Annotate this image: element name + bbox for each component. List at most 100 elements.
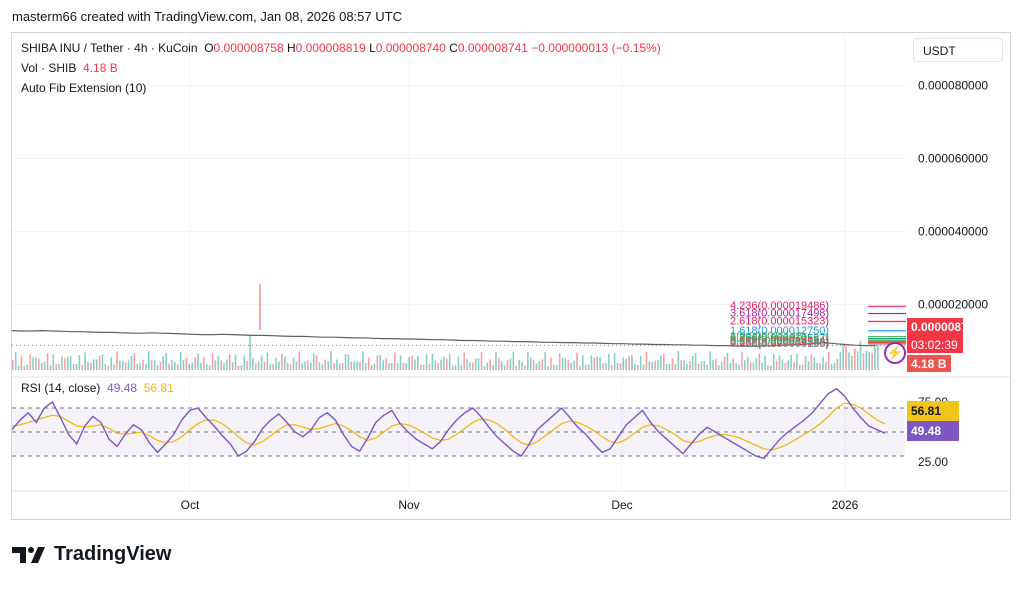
volume-bar: [171, 359, 173, 370]
volume-bar: [529, 357, 532, 370]
volume-bar: [813, 357, 816, 370]
volume-bar: [64, 358, 66, 370]
volume-bar: [396, 363, 399, 370]
volume-bar: [619, 363, 622, 370]
volume-bar: [680, 360, 682, 370]
volume-bar: [116, 351, 118, 370]
rsi-badge-value: 49.48: [911, 424, 942, 438]
fib-level-zone: [868, 312, 906, 316]
volume-bar: [127, 360, 130, 370]
volume-bar: [596, 357, 599, 370]
rsi-ma-line: [11, 402, 886, 451]
volume-bar: [804, 356, 807, 370]
volume-bar: [283, 356, 286, 370]
volume-bar: [593, 357, 596, 370]
volume-bar: [495, 352, 497, 370]
volume-bar: [211, 353, 214, 370]
volume-bar: [260, 355, 263, 370]
volume-bar: [20, 356, 23, 370]
volume-bar: [639, 356, 642, 370]
volume-bar: [746, 356, 749, 370]
volume-bar: [581, 355, 584, 370]
volume-bar: [767, 365, 769, 370]
volume-bar: [584, 364, 587, 370]
volume-bar: [506, 359, 509, 370]
volume-bar: [706, 364, 708, 370]
volume-bar: [665, 364, 668, 370]
volume-bar: [359, 362, 361, 370]
volume-bar: [107, 365, 110, 370]
volume-bar: [139, 362, 141, 370]
volume-bar: [434, 360, 437, 370]
volume-bar: [460, 364, 463, 370]
volume-bar: [440, 359, 442, 370]
volume-bar: [752, 362, 755, 370]
volume-bar: [775, 360, 778, 370]
volume-bar: [431, 353, 434, 370]
volume-bar: [72, 363, 75, 370]
volume-bar: [194, 357, 196, 370]
volume-label[interactable]: Vol · SHIB: [21, 61, 77, 75]
volume-bar: [437, 362, 439, 370]
volume-bar: [249, 334, 251, 370]
volume-bar: [622, 357, 625, 370]
volume-bar: [93, 359, 95, 370]
volume-bar: [367, 357, 370, 370]
volume-bar: [515, 365, 518, 370]
volume-bar: [608, 354, 610, 370]
volume-bar: [454, 365, 457, 370]
volume-bar: [162, 356, 165, 370]
fib-level-zone: [868, 341, 906, 345]
volume-bar: [347, 354, 350, 370]
volume-bar: [179, 351, 182, 370]
currency-button[interactable]: USDT: [913, 38, 1003, 62]
chart-credit: masterm66 created with TradingView.com, …: [12, 9, 402, 24]
time-axis-tick-label: Dec: [611, 498, 632, 512]
volume-bar: [364, 362, 367, 370]
volume-bar: [124, 362, 127, 370]
fib-level-zone: [868, 320, 906, 324]
volume-badge-value: 4.18 B: [911, 357, 947, 371]
volume-bar: [778, 355, 781, 370]
fib-level-zone: [868, 340, 906, 344]
fib-indicator-legend[interactable]: Auto Fib Extension (10): [21, 81, 146, 95]
volume-bar: [104, 364, 107, 370]
volume-bar: [66, 356, 69, 370]
fib-level-label: 4.236(0.000019486): [730, 300, 829, 312]
volume-bar: [524, 365, 526, 370]
volume-bar: [350, 361, 353, 370]
volume-bar: [75, 363, 78, 370]
volume-bar: [715, 358, 717, 370]
volume-bar: [573, 360, 575, 370]
volume-bar: [547, 365, 549, 370]
volume-bar: [703, 360, 706, 370]
volume-bar: [567, 360, 570, 370]
fib-level-zone: [868, 335, 906, 339]
volume-bar: [197, 353, 199, 370]
candle-countdown-badge: 03:02:39: [907, 336, 963, 353]
volume-bar: [825, 361, 827, 370]
symbol-name[interactable]: SHIBA INU / Tether · 4h · KuCoin: [21, 41, 198, 55]
volume-bar: [527, 352, 529, 370]
volume-bar: [81, 364, 84, 370]
volume-bar: [95, 359, 98, 370]
volume-bar: [301, 363, 303, 370]
volume-bar: [278, 361, 280, 370]
rsi-label[interactable]: RSI (14, close): [21, 381, 101, 395]
last-price-badge: 0.000008741: [907, 318, 981, 336]
volume-bar: [12, 360, 14, 370]
volume-bar: [770, 365, 772, 370]
volume-bar: [816, 362, 818, 370]
volume-bar: [550, 357, 552, 370]
volume-bar: [272, 363, 274, 370]
volume-bar: [686, 363, 688, 370]
volume-bar: [781, 359, 784, 370]
volume-value: 4.18 B: [83, 61, 118, 75]
close-label: C: [449, 41, 458, 55]
tradingview-logo[interactable]: TradingView: [12, 543, 171, 566]
volume-bar: [55, 363, 57, 370]
lightning-icon[interactable]: ⚡: [884, 342, 906, 364]
volume-bar: [150, 360, 153, 370]
volume-bar: [642, 364, 645, 370]
